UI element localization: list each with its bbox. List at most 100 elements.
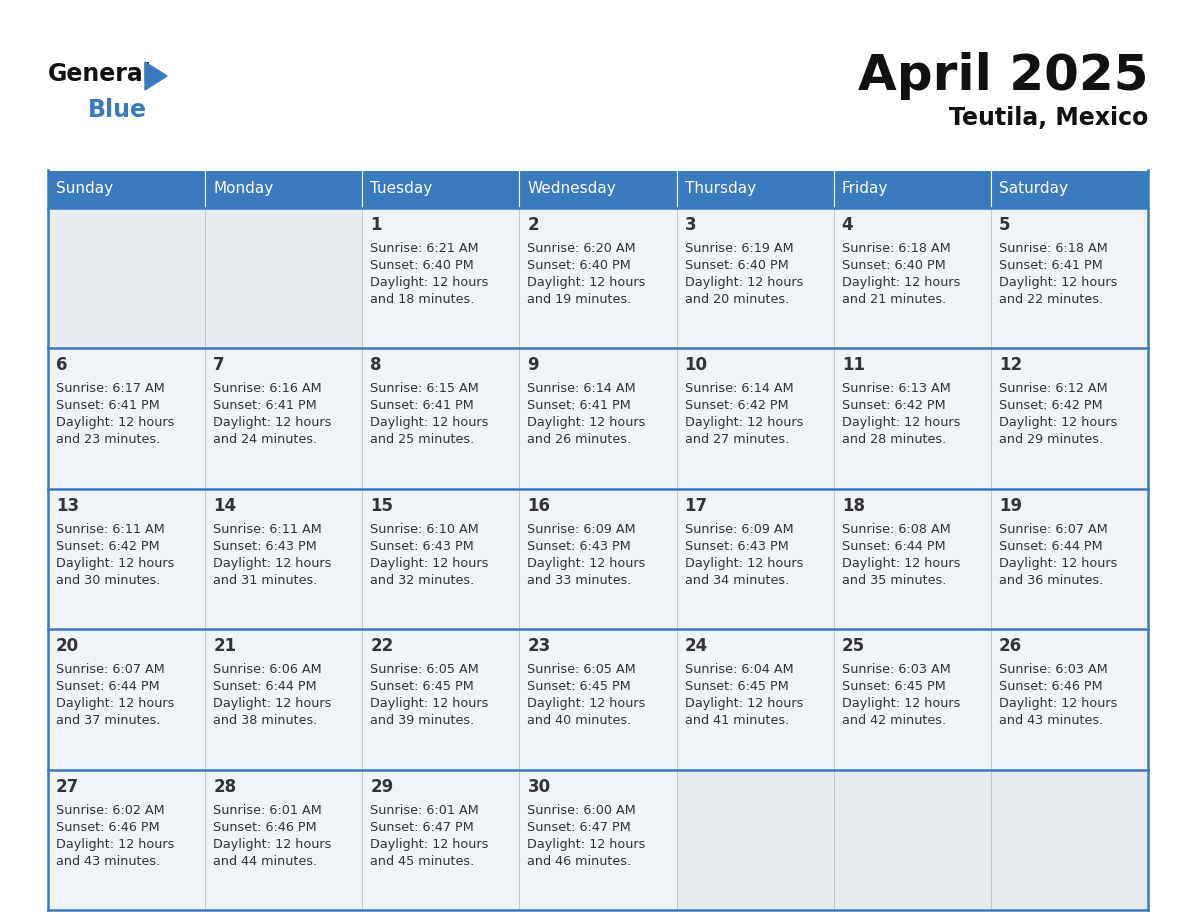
Text: and 46 minutes.: and 46 minutes. [527, 855, 632, 868]
Bar [991, 629, 1148, 769]
Text: Sunset: 6:41 PM: Sunset: 6:41 PM [56, 399, 159, 412]
Text: Sunset: 6:42 PM: Sunset: 6:42 PM [684, 399, 788, 412]
Text: Daylight: 12 hours: Daylight: 12 hours [213, 557, 331, 570]
Text: and 41 minutes.: and 41 minutes. [684, 714, 789, 727]
Bar [677, 349, 834, 488]
Text: and 27 minutes.: and 27 minutes. [684, 433, 789, 446]
Text: Daylight: 12 hours: Daylight: 12 hours [684, 417, 803, 430]
Bar [519, 629, 677, 769]
Text: Daylight: 12 hours: Daylight: 12 hours [371, 276, 488, 289]
Text: 30: 30 [527, 778, 550, 796]
Text: and 23 minutes.: and 23 minutes. [56, 433, 160, 446]
Bar [677, 629, 834, 769]
Text: Daylight: 12 hours: Daylight: 12 hours [371, 557, 488, 570]
Bar [834, 208, 991, 349]
Text: Sunrise: 6:20 AM: Sunrise: 6:20 AM [527, 242, 636, 255]
Text: Sunrise: 6:11 AM: Sunrise: 6:11 AM [56, 522, 165, 536]
Text: 24: 24 [684, 637, 708, 655]
Text: 19: 19 [999, 497, 1022, 515]
Text: 2: 2 [527, 216, 539, 234]
Bar [834, 170, 991, 208]
Bar [677, 170, 834, 208]
Text: 28: 28 [213, 778, 236, 796]
Text: Sunset: 6:44 PM: Sunset: 6:44 PM [56, 680, 159, 693]
Bar [48, 488, 206, 629]
Text: Daylight: 12 hours: Daylight: 12 hours [213, 837, 331, 851]
Text: Sunset: 6:44 PM: Sunset: 6:44 PM [999, 540, 1102, 553]
Text: and 29 minutes.: and 29 minutes. [999, 433, 1102, 446]
Text: Friday: Friday [842, 182, 889, 196]
Text: Sunset: 6:47 PM: Sunset: 6:47 PM [371, 821, 474, 834]
Text: Sunset: 6:44 PM: Sunset: 6:44 PM [842, 540, 946, 553]
Bar [362, 208, 519, 349]
Bar [362, 488, 519, 629]
Text: Sunrise: 6:01 AM: Sunrise: 6:01 AM [213, 803, 322, 817]
Text: and 24 minutes.: and 24 minutes. [213, 433, 317, 446]
Text: Teutila, Mexico: Teutila, Mexico [949, 106, 1148, 130]
Text: Sunset: 6:45 PM: Sunset: 6:45 PM [371, 680, 474, 693]
Text: Sunset: 6:42 PM: Sunset: 6:42 PM [999, 399, 1102, 412]
Text: Sunset: 6:43 PM: Sunset: 6:43 PM [684, 540, 789, 553]
Bar [519, 208, 677, 349]
Text: Sunrise: 6:12 AM: Sunrise: 6:12 AM [999, 383, 1107, 396]
Text: Sunrise: 6:09 AM: Sunrise: 6:09 AM [527, 522, 636, 536]
Text: and 40 minutes.: and 40 minutes. [527, 714, 632, 727]
Text: 15: 15 [371, 497, 393, 515]
Bar [519, 769, 677, 910]
Text: Sunrise: 6:14 AM: Sunrise: 6:14 AM [684, 383, 794, 396]
Text: and 31 minutes.: and 31 minutes. [213, 574, 317, 587]
Text: Sunrise: 6:08 AM: Sunrise: 6:08 AM [842, 522, 950, 536]
Text: and 19 minutes.: and 19 minutes. [527, 293, 632, 306]
Bar [991, 349, 1148, 488]
Text: and 34 minutes.: and 34 minutes. [684, 574, 789, 587]
Text: Sunrise: 6:04 AM: Sunrise: 6:04 AM [684, 663, 794, 677]
Text: Daylight: 12 hours: Daylight: 12 hours [999, 276, 1117, 289]
Text: and 35 minutes.: and 35 minutes. [842, 574, 946, 587]
Text: 4: 4 [842, 216, 853, 234]
Bar [206, 208, 362, 349]
Bar [519, 488, 677, 629]
Text: Daylight: 12 hours: Daylight: 12 hours [213, 697, 331, 711]
Text: 1: 1 [371, 216, 381, 234]
Text: 12: 12 [999, 356, 1022, 375]
Text: April 2025: April 2025 [858, 52, 1148, 100]
Text: Sunrise: 6:02 AM: Sunrise: 6:02 AM [56, 803, 165, 817]
Bar [206, 488, 362, 629]
Bar [48, 349, 206, 488]
Text: Daylight: 12 hours: Daylight: 12 hours [56, 557, 175, 570]
Text: Sunrise: 6:19 AM: Sunrise: 6:19 AM [684, 242, 794, 255]
Text: and 45 minutes.: and 45 minutes. [371, 855, 474, 868]
Text: Sunrise: 6:05 AM: Sunrise: 6:05 AM [371, 663, 479, 677]
Text: 6: 6 [56, 356, 68, 375]
Text: Sunset: 6:45 PM: Sunset: 6:45 PM [527, 680, 631, 693]
Bar [206, 349, 362, 488]
Text: Monday: Monday [213, 182, 273, 196]
Bar [677, 208, 834, 349]
Text: Daylight: 12 hours: Daylight: 12 hours [56, 417, 175, 430]
Text: Sunrise: 6:06 AM: Sunrise: 6:06 AM [213, 663, 322, 677]
Text: Daylight: 12 hours: Daylight: 12 hours [684, 557, 803, 570]
Text: Daylight: 12 hours: Daylight: 12 hours [213, 417, 331, 430]
Text: Sunrise: 6:10 AM: Sunrise: 6:10 AM [371, 522, 479, 536]
Bar [362, 349, 519, 488]
Text: Daylight: 12 hours: Daylight: 12 hours [56, 837, 175, 851]
Text: Sunrise: 6:09 AM: Sunrise: 6:09 AM [684, 522, 794, 536]
Text: and 18 minutes.: and 18 minutes. [371, 293, 475, 306]
Bar [519, 170, 677, 208]
Bar [834, 769, 991, 910]
Text: and 32 minutes.: and 32 minutes. [371, 574, 474, 587]
Text: Sunrise: 6:13 AM: Sunrise: 6:13 AM [842, 383, 950, 396]
Text: Daylight: 12 hours: Daylight: 12 hours [371, 417, 488, 430]
Bar [48, 170, 206, 208]
Bar [206, 170, 362, 208]
Text: and 28 minutes.: and 28 minutes. [842, 433, 946, 446]
Text: Sunrise: 6:07 AM: Sunrise: 6:07 AM [56, 663, 165, 677]
Bar [206, 629, 362, 769]
Text: 10: 10 [684, 356, 708, 375]
Text: Thursday: Thursday [684, 182, 756, 196]
Text: 26: 26 [999, 637, 1022, 655]
Bar [48, 208, 206, 349]
Text: Blue: Blue [88, 98, 147, 122]
Text: Daylight: 12 hours: Daylight: 12 hours [999, 417, 1117, 430]
Text: Sunrise: 6:05 AM: Sunrise: 6:05 AM [527, 663, 637, 677]
